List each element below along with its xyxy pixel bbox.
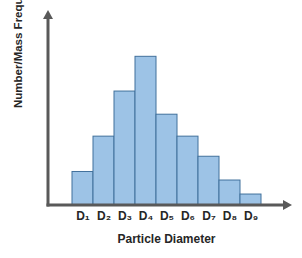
svg-text:D₅: D₅: [160, 209, 174, 223]
svg-text:D₄: D₄: [139, 209, 154, 223]
svg-text:D₁: D₁: [76, 209, 90, 223]
svg-text:Number/Mass Frequency [%]: Number/Mass Frequency [%]: [12, 0, 24, 108]
svg-text:D₈: D₈: [223, 209, 237, 223]
svg-text:D₂: D₂: [97, 209, 111, 223]
svg-text:Particle Diameter: Particle Diameter: [117, 232, 215, 246]
svg-text:D₆: D₆: [181, 209, 195, 223]
svg-text:D₇: D₇: [202, 209, 216, 223]
svg-text:D₃: D₃: [118, 209, 132, 223]
svg-text:D₉: D₉: [244, 209, 258, 223]
